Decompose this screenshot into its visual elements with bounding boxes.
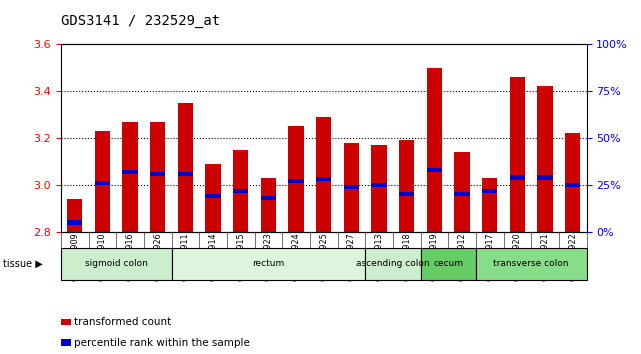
Bar — [288, 179, 304, 183]
Text: cecum: cecum — [433, 259, 463, 268]
Bar — [365, 248, 420, 280]
Bar — [427, 168, 442, 172]
Bar — [288, 126, 304, 232]
Bar — [316, 177, 331, 181]
Text: GSM234918: GSM234918 — [402, 233, 411, 281]
Bar — [150, 122, 165, 232]
Text: GSM234926: GSM234926 — [153, 233, 162, 281]
Text: GSM234916: GSM234916 — [126, 233, 135, 281]
Text: percentile rank within the sample: percentile rank within the sample — [74, 338, 250, 348]
Bar — [122, 122, 138, 232]
Bar — [61, 248, 172, 280]
Text: GSM234909: GSM234909 — [71, 233, 79, 281]
Text: ascending colon: ascending colon — [356, 259, 429, 268]
Bar — [178, 103, 193, 232]
Bar — [482, 189, 497, 193]
Text: transformed count: transformed count — [74, 317, 172, 327]
Bar — [67, 221, 82, 224]
Bar — [95, 181, 110, 185]
Bar — [178, 172, 193, 176]
Bar — [344, 143, 359, 232]
Bar — [261, 196, 276, 200]
Bar — [61, 319, 71, 325]
Text: GSM234914: GSM234914 — [208, 233, 217, 281]
Bar — [510, 77, 525, 232]
Bar — [565, 133, 580, 232]
Text: GSM234921: GSM234921 — [540, 233, 549, 281]
Bar — [427, 68, 442, 232]
Text: GDS3141 / 232529_at: GDS3141 / 232529_at — [61, 14, 220, 28]
Bar — [122, 170, 138, 174]
Bar — [205, 194, 221, 198]
Bar — [95, 131, 110, 232]
Bar — [233, 189, 248, 193]
Text: GSM234919: GSM234919 — [430, 233, 439, 281]
Bar — [67, 199, 82, 232]
Bar — [537, 175, 553, 179]
Bar — [316, 117, 331, 232]
Text: transverse colon: transverse colon — [494, 259, 569, 268]
Bar — [537, 86, 553, 232]
Text: GSM234927: GSM234927 — [347, 233, 356, 281]
Text: GSM234920: GSM234920 — [513, 233, 522, 281]
Bar — [476, 248, 587, 280]
Text: GSM234924: GSM234924 — [292, 233, 301, 281]
Bar — [205, 164, 221, 232]
Bar — [371, 145, 387, 232]
Bar — [172, 248, 365, 280]
Bar — [233, 150, 248, 232]
Bar — [454, 192, 470, 196]
Text: GSM234917: GSM234917 — [485, 233, 494, 281]
Text: GSM234915: GSM234915 — [237, 233, 246, 281]
Bar — [420, 248, 476, 280]
Bar — [344, 185, 359, 189]
Bar — [399, 141, 414, 232]
Bar — [454, 152, 470, 232]
Bar — [150, 172, 165, 176]
Text: GSM234912: GSM234912 — [458, 233, 467, 281]
Text: GSM234910: GSM234910 — [98, 233, 107, 281]
Text: GSM234925: GSM234925 — [319, 233, 328, 281]
Text: GSM234922: GSM234922 — [568, 233, 577, 281]
Text: rectum: rectum — [253, 259, 285, 268]
Bar — [482, 178, 497, 232]
Bar — [565, 183, 580, 187]
Text: GSM234913: GSM234913 — [374, 233, 383, 281]
Text: tissue ▶: tissue ▶ — [3, 259, 43, 269]
Bar — [510, 175, 525, 179]
Text: sigmoid colon: sigmoid colon — [85, 259, 147, 268]
Text: GSM234911: GSM234911 — [181, 233, 190, 281]
Bar — [399, 192, 414, 196]
Bar — [371, 183, 387, 187]
Text: GSM234923: GSM234923 — [264, 233, 273, 281]
Bar — [261, 178, 276, 232]
Bar — [61, 339, 71, 346]
